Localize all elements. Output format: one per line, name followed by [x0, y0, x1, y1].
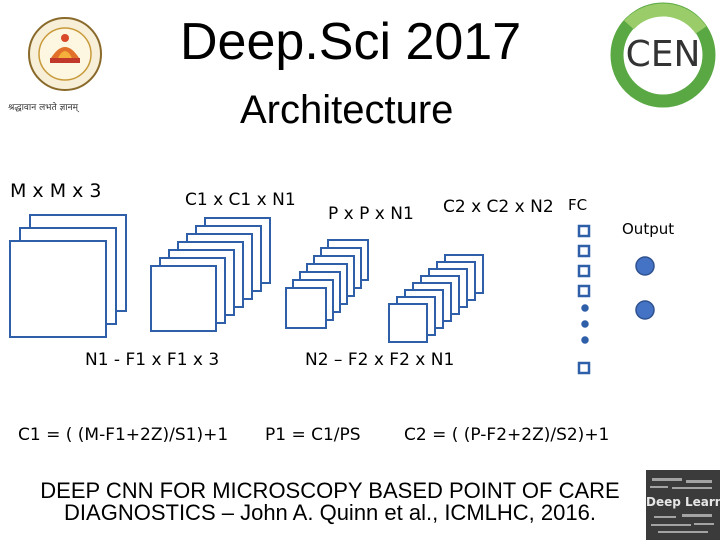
fc-layer: [577, 224, 591, 375]
pool1-size-label: P x P x N1: [328, 204, 414, 224]
output-label: Output: [622, 220, 675, 238]
conv1-size-label: C1 x C1 x N1: [185, 190, 296, 210]
conv1-feature-maps: [150, 217, 271, 332]
emblem-motto: श्रद्धावान लभते ज्ञानम्: [8, 103, 78, 113]
input-volume: [9, 214, 127, 338]
citation-line-1: DEEP CNN FOR MICROSCOPY BASED POINT OF C…: [40, 478, 620, 503]
conv2-feature-maps: [388, 254, 484, 343]
formula-p1: P1 = C1/PS: [265, 425, 361, 445]
formula-c1: C1 = ( (M-F1+2Z)/S1)+1: [18, 425, 229, 445]
page-title: Deep.Sci 2017: [180, 13, 522, 71]
university-emblem: श्रद्धावान लभते ज्ञानम्: [6, 8, 124, 120]
cen-logo-icon: [610, 2, 716, 108]
filter2-label: N2 – F2 x F2 x N1: [305, 350, 455, 370]
filter1-label: N1 - F1 x F1 x 3: [85, 350, 220, 370]
cen-logo: CEN: [606, 0, 720, 112]
cen-logo-text: CEN: [625, 34, 701, 75]
university-emblem-icon: [28, 17, 102, 91]
conv2-size-label: C2 x C2 x N2: [443, 197, 554, 217]
output-nodes: [635, 256, 655, 320]
pool1-feature-maps: [285, 239, 369, 329]
deep-learning-wordcloud-icon: [646, 470, 720, 540]
page-subtitle: Architecture: [240, 88, 454, 132]
citation-line-2: DIAGNOSTICS – John A. Quinn et al., ICML…: [64, 500, 596, 525]
input-size-label: M x M x 3: [10, 180, 102, 202]
fc-label: FC: [568, 196, 588, 214]
deep-learning-wordcloud: Deep Learning: [646, 470, 720, 540]
formula-c2: C2 = ( (P-F2+2Z)/S2)+1: [404, 425, 610, 445]
citation: DEEP CNN FOR MICROSCOPY BASED POINT OF C…: [30, 480, 630, 524]
wordcloud-text: Deep Learning: [646, 495, 720, 509]
